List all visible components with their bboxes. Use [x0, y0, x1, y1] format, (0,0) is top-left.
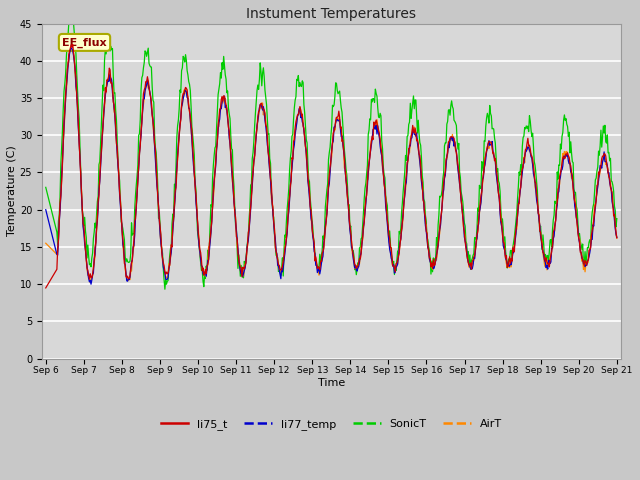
Title: Instument Temperatures: Instument Temperatures — [246, 7, 416, 21]
Legend: li75_t, li77_temp, SonicT, AirT: li75_t, li77_temp, SonicT, AirT — [156, 415, 506, 434]
Text: EE_flux: EE_flux — [62, 37, 107, 48]
X-axis label: Time: Time — [317, 378, 345, 388]
Y-axis label: Temperature (C): Temperature (C) — [7, 146, 17, 237]
